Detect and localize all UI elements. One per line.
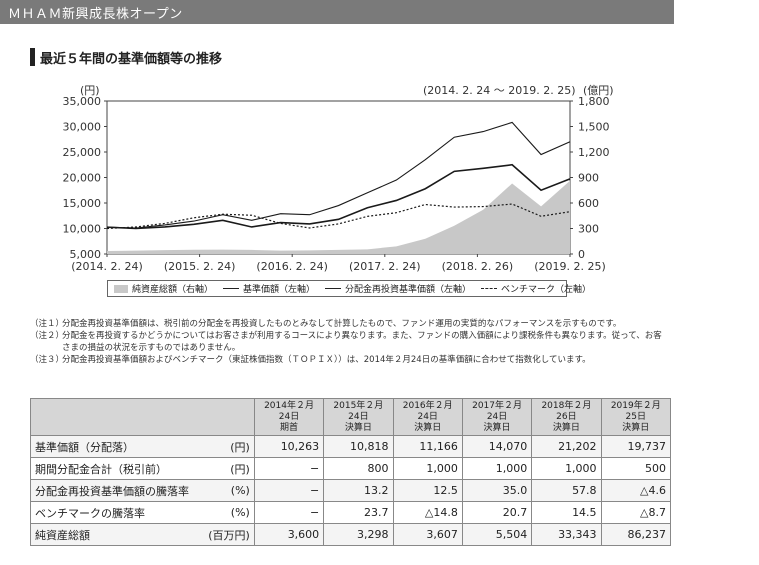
y-left-tick-label: 5,000 (70, 248, 102, 261)
table-row: 純資産総額 (百万円) 3,600 3,298 3,607 5,504 33,343 86,2… (30, 523, 672, 546)
chart-legend: 純資産総額（右軸） 基準価額（左軸） 分配金再投資基準価額（左軸） ベンチマーク… (107, 280, 591, 297)
table-cell: 12.5 (392, 479, 463, 502)
x-tick-label: (2016. 2. 24) (256, 260, 328, 273)
note-2: （注２） 分配金を再投資するかどうかについてはお客さまが利用するコースにより異なり… (30, 331, 662, 353)
row-label: 純資産総額 (30, 523, 205, 546)
table-cell: 86,237 (600, 523, 672, 546)
series-line-2 (106, 121, 571, 229)
row-unit: (円) (204, 435, 255, 458)
heading-marker (30, 48, 35, 66)
x-tick-label: (2017. 2. 24) (349, 260, 421, 273)
y-right-tick-label: 0 (578, 248, 585, 261)
col-2017: 2017年２月24日 決算日 (461, 398, 533, 436)
table-cell: 1,000 (461, 457, 533, 480)
chart-notes: （注１） 分配金再投資基準価額は、税引前の分配金を再投資したものとみなして計算した… (30, 318, 670, 366)
x-tick-label: (2018. 2. 26) (442, 260, 514, 273)
table-cell: − (253, 457, 325, 480)
table-cell: − (253, 501, 325, 524)
table-row: 分配金再投資基準価額の騰落率 (%) −13.2 12.5 35.0 57.8 △4.6 (30, 479, 672, 502)
table-cell: 35.0 (461, 479, 533, 502)
y-right-tick-label: 300 (578, 223, 599, 236)
y-right-tick-label: 600 (578, 197, 599, 210)
table-cell: 13.2 (323, 479, 394, 502)
table-cell: 33,343 (531, 523, 602, 546)
table-cell: 800 (323, 457, 394, 480)
table-cell: △4.6 (600, 479, 672, 502)
legend-item-nav: 基準価額（左軸） (223, 282, 315, 295)
table-cell: 11,166 (392, 435, 463, 458)
series-line-1 (106, 163, 571, 230)
table-cell: 10,818 (323, 435, 394, 458)
table-cell: 20.7 (461, 501, 533, 524)
table-row: 基準価額（分配落） (円) 10,263 10,818 11,166 14,070 21,2… (30, 435, 672, 458)
table-cell: 57.8 (531, 479, 602, 502)
row-unit: (%) (204, 479, 255, 502)
x-tick-label: (2015. 2. 24) (164, 260, 236, 273)
table-row: ベンチマークの騰落率 (%) −23.7 △14.8 20.7 14.5 △8.7 (30, 501, 672, 524)
y-left-tick-label: 20,000 (63, 172, 102, 185)
table-cell: 1,000 (392, 457, 463, 480)
performance-table: 2014年２月24日 期首 2015年２月24日 決算日 2016年２月24日 決算日… (30, 398, 672, 546)
y-left-tick-label: 35,000 (63, 95, 102, 108)
y-right-tick-label: 1,500 (578, 121, 610, 134)
col-2014: 2014年２月24日 期首 (253, 398, 325, 436)
series-assets-area (107, 180, 570, 254)
row-unit: (百万円) (204, 523, 255, 546)
legend-item-benchmark: ベンチマーク（左軸） (481, 282, 591, 295)
right-axis-unit: (億円) (583, 84, 614, 97)
y-left-tick-label: 25,000 (63, 146, 102, 159)
y-left-tick-label: 10,000 (63, 223, 102, 236)
table-cell: 21,202 (531, 435, 602, 458)
table-cell: 19,737 (600, 435, 672, 458)
series-line-3 (106, 203, 571, 230)
col-2018: 2018年２月26日 決算日 (531, 398, 602, 436)
col-2016: 2016年２月24日 決算日 (392, 398, 463, 436)
table-cell: 14.5 (531, 501, 602, 524)
table-cell: 3,600 (253, 523, 325, 546)
y-right-tick-label: 900 (578, 172, 599, 185)
table-header-blank (30, 398, 255, 436)
table-cell: 3,298 (323, 523, 394, 546)
col-2019: 2019年２月25日 決算日 (600, 398, 672, 436)
table-cell: 5,504 (461, 523, 533, 546)
section-title-text: 最近５年間の基準価額等の推移 (40, 52, 223, 67)
y-right-tick-label: 1,800 (578, 95, 610, 108)
note-1: （注１） 分配金再投資基準価額は、税引前の分配金を再投資したものとみなして計算した… (30, 319, 622, 329)
x-tick-label: (2014. 2. 24) (71, 260, 143, 273)
table-header-row: 2014年２月24日 期首 2015年２月24日 決算日 2016年２月24日 決算日… (30, 398, 672, 436)
table-cell: 14,070 (461, 435, 533, 458)
y-left-tick-label: 30,000 (63, 121, 102, 134)
table-cell: 3,607 (392, 523, 463, 546)
col-2015: 2015年２月24日 決算日 (323, 398, 394, 436)
left-axis-unit: (円) (80, 84, 100, 97)
table-cell: 23.7 (323, 501, 394, 524)
row-label: ベンチマークの騰落率 (30, 501, 205, 524)
row-label: 期間分配金合計（税引前） (30, 457, 205, 480)
table-cell: − (253, 479, 325, 502)
nav-history-chart: 35,000 30,000 25,000 20,000 15,000 10,000 5,00… (63, 95, 610, 273)
chart-period: (2014. 2. 24 〜 2019. 2. 25) (423, 84, 576, 97)
fund-name: ＭＨＡＭ新興成長株オープン (8, 7, 183, 22)
table-cell: △14.8 (392, 501, 463, 524)
table-cell: 500 (600, 457, 672, 480)
row-unit: (円) (204, 457, 255, 480)
table-row: 期間分配金合計（税引前） (円) −800 1,000 1,000 1,000 500 (30, 457, 672, 480)
row-label: 基準価額（分配落） (30, 435, 205, 458)
y-left-tick-label: 15,000 (63, 197, 102, 210)
legend-item-assets: 純資産総額（右軸） (114, 282, 213, 295)
row-unit: (%) (204, 501, 255, 524)
legend-item-reinvested: 分配金再投資基準価額（左軸） (325, 282, 471, 295)
table-cell: 10,263 (253, 435, 325, 458)
x-tick-label: (2019. 2. 25) (534, 260, 606, 273)
table-cell: 1,000 (531, 457, 602, 480)
y-right-tick-label: 1,200 (578, 146, 610, 159)
note-3: （注３） 分配金再投資基準価額およびベンチマーク（東証株価指数（ＴＯＰＩＸ））は、… (30, 355, 591, 365)
fund-header-bar: ＭＨＡＭ新興成長株オープン (0, 0, 674, 24)
row-label: 分配金再投資基準価額の騰落率 (30, 479, 205, 502)
table-cell: △8.7 (600, 501, 672, 524)
